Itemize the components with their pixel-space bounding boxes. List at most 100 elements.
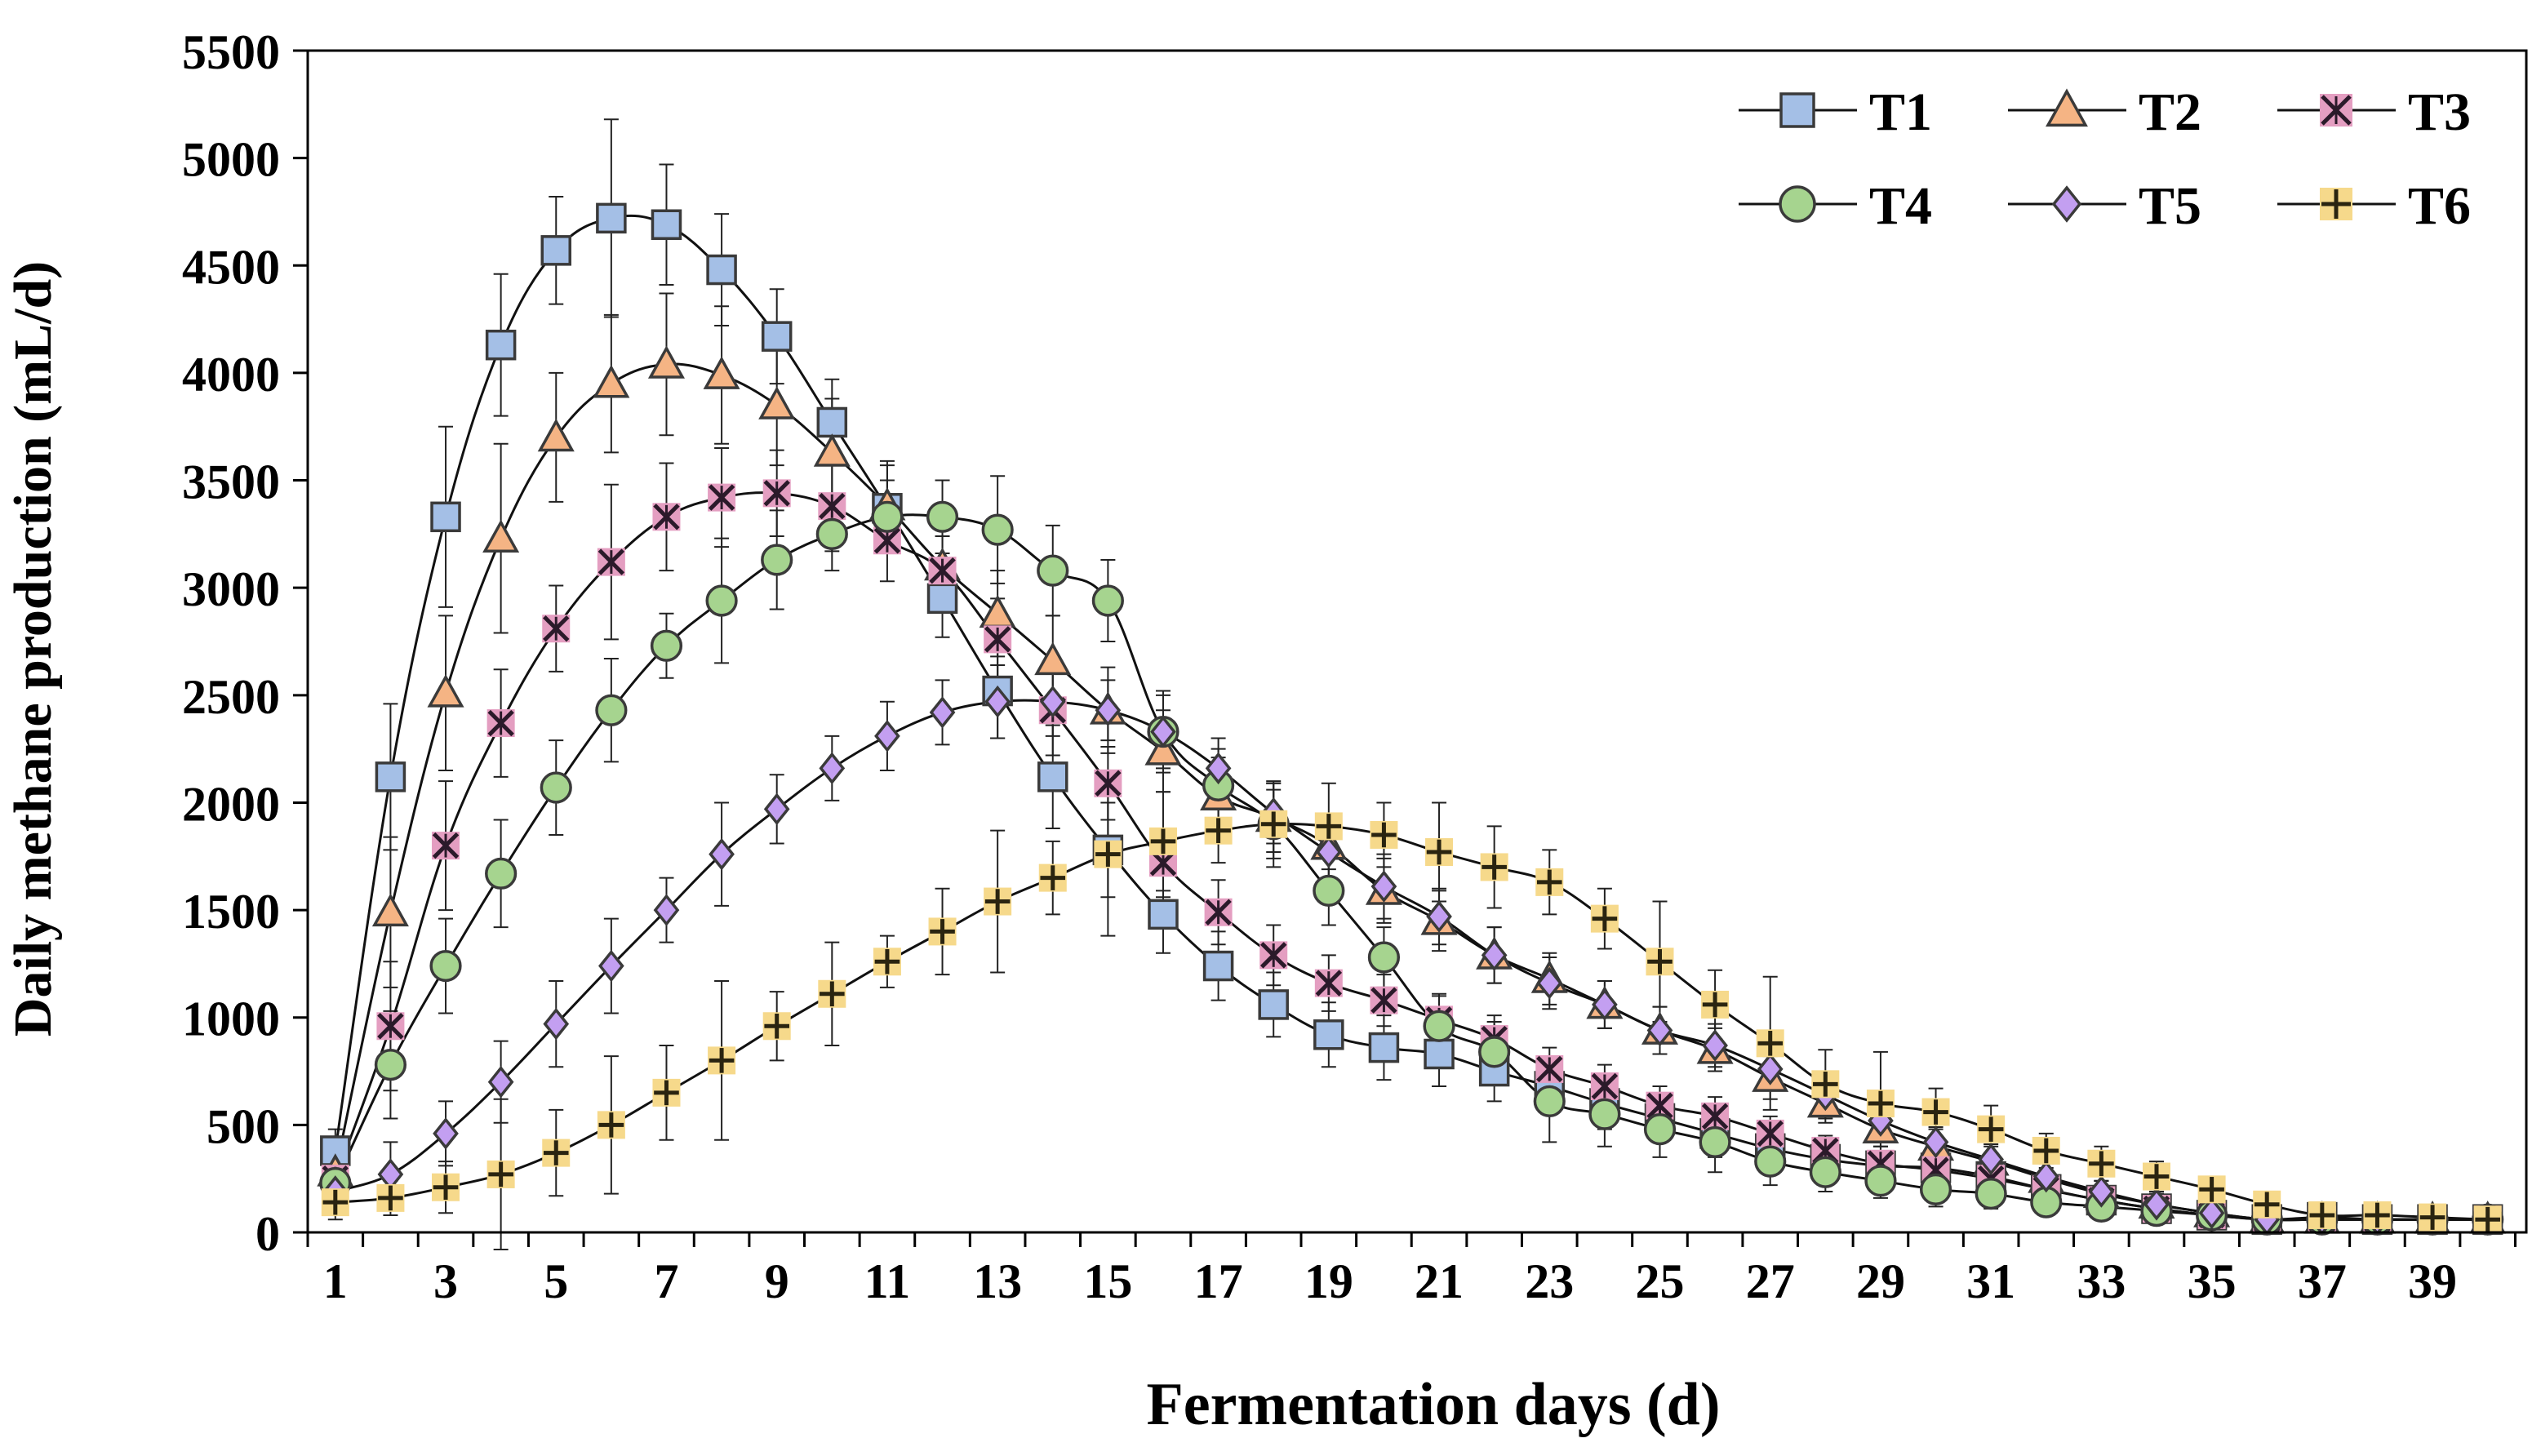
data-point-t4: [1975, 1178, 2007, 1210]
data-point-t5: [929, 696, 956, 729]
data-point-t3: [1756, 1119, 1784, 1147]
data-point-t6: [1148, 827, 1177, 855]
data-point-t3: [762, 479, 791, 508]
x-tick-label: 15: [1083, 1254, 1132, 1308]
data-point-t3: [984, 625, 1012, 654]
data-point-t5: [2032, 1160, 2059, 1193]
data-point-t2: [703, 356, 740, 389]
data-point-t4: [1754, 1145, 1787, 1178]
data-point-t5: [1536, 966, 1563, 1000]
data-point-t6: [1921, 1098, 1950, 1126]
data-point-t6: [1866, 1090, 1895, 1118]
data-point-t6: [1590, 904, 1619, 933]
data-point-t2: [427, 674, 464, 708]
data-point-t3: [1701, 1102, 1730, 1130]
y-tick-label: 1000: [182, 992, 280, 1046]
data-point-t5: [1039, 685, 1066, 718]
legend-label: T6: [2408, 176, 2471, 236]
x-tick-label: 11: [864, 1254, 911, 1308]
data-point-t1: [761, 321, 793, 352]
data-point-t4: [871, 500, 904, 533]
data-point-t2: [979, 594, 1016, 628]
axes-layer: 0 500 1000 1500 2000 2500 3000 3500 4000 4500 5000…: [182, 25, 2528, 1308]
legend-item-t6: T6: [2277, 176, 2471, 236]
x-tick-label: 9: [765, 1254, 789, 1308]
data-point-t3: [1259, 941, 1288, 970]
data-point-t3: [1204, 898, 1233, 926]
data-point-t5: [2088, 1175, 2115, 1208]
legend: T1 T2 T3 T4 T5 T6: [1739, 82, 2471, 236]
data-point-t1: [430, 501, 461, 533]
data-point-t6: [873, 948, 901, 976]
data-point-t1: [485, 329, 517, 361]
data-point-t4: [429, 949, 462, 983]
data-point-t6: [1204, 816, 1233, 845]
data-point-t2: [758, 386, 796, 419]
legend-label: T2: [2139, 82, 2201, 142]
data-point-t6: [2308, 1201, 2336, 1229]
data-point-t1: [1424, 1038, 1455, 1070]
data-point-t5: [1426, 900, 1452, 933]
series-markers-layer: [317, 202, 2507, 1236]
data-point-t1: [926, 583, 958, 615]
series-line-t4: [334, 513, 2488, 1222]
data-point-t2: [647, 345, 686, 379]
y-tick-label: 3500: [182, 455, 280, 509]
data-point-t1: [816, 406, 848, 438]
data-point-t5: [1922, 1125, 1949, 1159]
data-point-t6: [2473, 1205, 2502, 1234]
data-point-t6: [432, 1173, 460, 1201]
y-tick-label: 4500: [182, 240, 280, 294]
data-point-t5: [1315, 836, 1342, 868]
legend-marker: [1779, 92, 1815, 128]
data-point-t1: [540, 235, 572, 266]
data-point-t3: [1314, 969, 1343, 997]
data-point-t4: [1091, 584, 1124, 617]
plot-frame: [306, 49, 2528, 1234]
data-point-t1: [375, 761, 406, 792]
data-point-t5: [2143, 1187, 2170, 1221]
data-point-t4: [1643, 1113, 1677, 1146]
data-point-t6: [1535, 868, 1564, 896]
legend-label: T3: [2408, 82, 2471, 142]
data-point-t5: [653, 894, 680, 926]
data-point-t6: [1811, 1070, 1840, 1099]
data-point-t2: [1144, 732, 1182, 766]
data-point-t5: [2198, 1196, 2225, 1230]
x-tick-label: 25: [1635, 1254, 1684, 1308]
data-point-t5: [377, 1158, 404, 1191]
data-point-t5: [763, 792, 790, 826]
data-point-t4: [926, 500, 959, 533]
data-point-t1: [596, 202, 627, 234]
data-point-t3: [1646, 1091, 1674, 1120]
data-point-t3: [818, 492, 846, 521]
legend-label: T4: [1869, 176, 1932, 236]
x-tick-label: 39: [2408, 1254, 2457, 1308]
x-tick-label: 21: [1415, 1254, 1464, 1308]
data-point-t6: [984, 887, 1012, 916]
data-point-t2: [813, 433, 851, 467]
data-point-t6: [652, 1078, 681, 1107]
data-point-t6: [597, 1111, 625, 1139]
legend-marker: [2320, 94, 2352, 127]
data-point-t6: [1038, 863, 1067, 892]
data-point-t3: [432, 832, 460, 860]
data-point-t6: [2032, 1136, 2060, 1165]
data-point-t4: [650, 629, 683, 662]
data-point-t1: [706, 254, 737, 286]
data-point-t6: [928, 917, 957, 946]
legend-item-t1: T1: [1739, 82, 1932, 142]
data-point-t5: [1702, 1029, 1728, 1062]
data-point-t6: [1094, 840, 1122, 868]
data-point-t5: [1592, 988, 1618, 1021]
data-point-t1: [651, 209, 682, 241]
data-point-t4: [1919, 1173, 1952, 1205]
legend-marker: [2046, 88, 2088, 127]
data-point-t6: [1756, 1029, 1784, 1058]
data-point-t6: [1314, 812, 1343, 841]
data-point-t1: [1037, 761, 1068, 792]
data-point-t1: [1258, 989, 1289, 1020]
data-point-t5: [433, 1117, 459, 1150]
legend-marker: [2051, 185, 2082, 223]
